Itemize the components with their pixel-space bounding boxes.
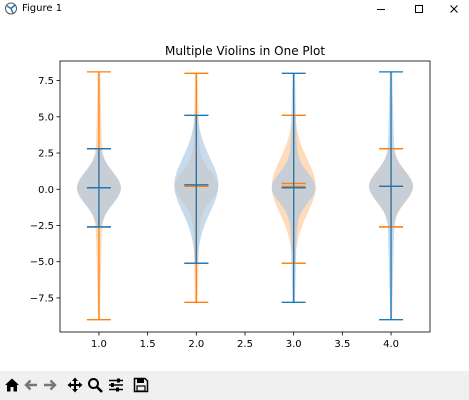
violin-chart: 1.0 1.5 2.0 2.5 3.0 3.5 4.0 −7.5 −5.0 −2.5 0.0 2.5 5… [30,44,431,350]
home-button[interactable] [3,376,21,394]
x-tick-label-7: 4.0 [383,339,399,350]
pan-button[interactable] [66,376,84,394]
zoom-icon [88,378,103,393]
y-tick-label-1: −7.5 [30,293,54,304]
window-titlebar: Figure 1 [0,0,469,17]
navigation-toolbar [0,371,469,400]
x-tick-label-2: 1.5 [140,339,156,350]
forward-icon [44,379,57,391]
close-icon [450,4,458,13]
y-tick-label-7: 7.5 [38,76,54,87]
configure-button[interactable] [107,376,125,394]
window-title: Figure 1 [22,3,63,14]
zoom-button[interactable] [86,376,104,394]
x-tick-label-4: 2.5 [237,339,253,350]
y-tick-label-2: −5.0 [30,257,54,268]
y-tick-label-4: 0.0 [38,185,54,196]
save-button[interactable] [132,376,150,394]
maximize-button[interactable] [404,0,434,17]
back-button[interactable] [22,376,40,394]
close-button[interactable] [439,0,469,17]
matplotlib-icon [5,2,17,15]
y-tick-label-3: −2.5 [30,221,54,232]
x-tick-label-5: 3.0 [286,339,302,350]
x-tick-label-3: 2.0 [188,339,204,350]
chart-title: Multiple Violins in One Plot [165,44,325,58]
y-tick-label-6: 5.0 [38,112,54,123]
save-icon [133,377,149,393]
forward-button[interactable] [41,376,59,394]
x-tick-label-6: 3.5 [334,339,350,350]
minimize-button[interactable] [366,0,396,17]
configure-icon [109,378,123,392]
y-tick-label-5: 2.5 [38,149,54,160]
x-tick-label-1: 1.0 [91,339,107,350]
plot-area [60,61,430,332]
back-icon [24,379,37,391]
minimize-icon [377,8,385,10]
maximize-icon [415,4,423,13]
figure-canvas[interactable]: 1.0 1.5 2.0 2.5 3.0 3.5 4.0 −7.5 −5.0 −2.5 0.0 2.5 5… [0,17,469,371]
pan-icon [67,377,83,393]
home-icon [5,378,19,392]
